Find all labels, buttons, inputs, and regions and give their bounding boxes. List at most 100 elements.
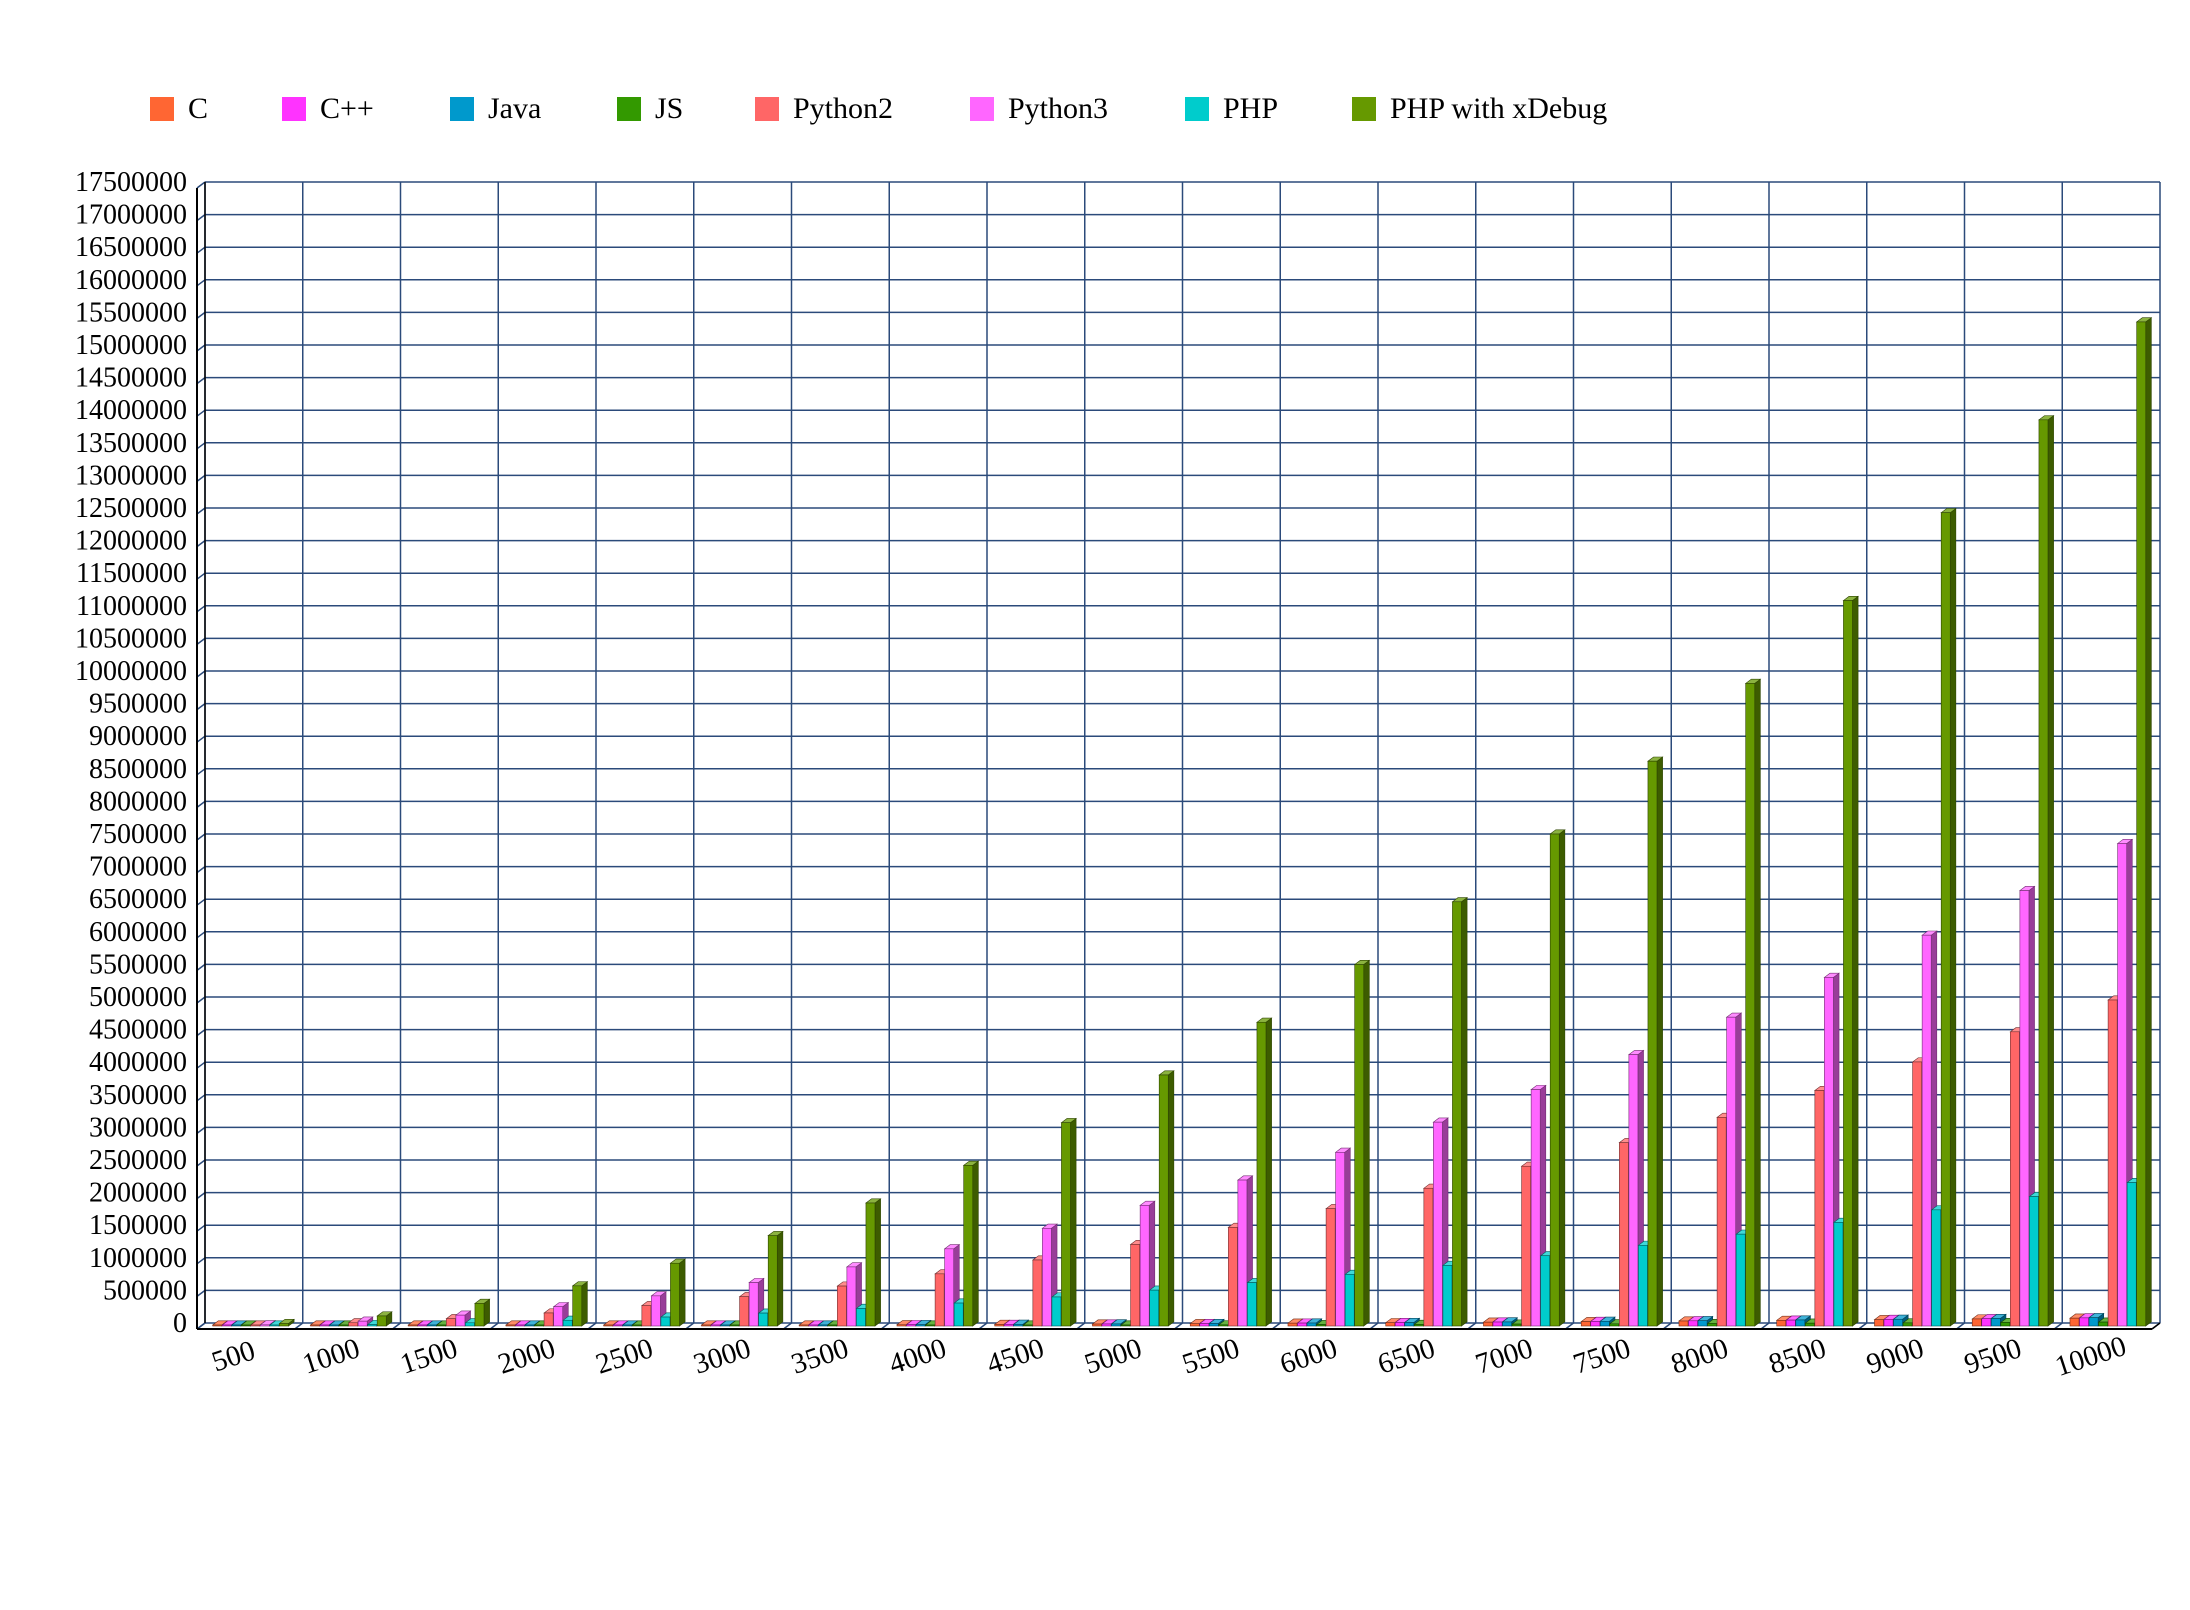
grid-line-depth bbox=[196, 735, 206, 743]
y-tick-label: 500000 bbox=[103, 1275, 187, 1306]
x-tick-label: 5000 bbox=[1081, 1332, 1146, 1380]
legend-swatch-js bbox=[617, 97, 641, 121]
bar bbox=[1158, 1070, 1175, 1327]
y-tick-label: 0 bbox=[173, 1308, 187, 1339]
legend-item-php-xdebug: PHP with xDebug bbox=[1352, 92, 1607, 126]
bar bbox=[1842, 595, 1859, 1327]
y-tick-label: 17000000 bbox=[75, 200, 187, 231]
y-tick-label: 16000000 bbox=[75, 265, 187, 296]
y-tick-label: 11000000 bbox=[76, 591, 187, 622]
legend-item-cpp: C++ bbox=[282, 92, 374, 126]
x-tick-label: 8500 bbox=[1765, 1332, 1830, 1380]
bar bbox=[1060, 1117, 1077, 1327]
y-tick-label: 2000000 bbox=[89, 1178, 187, 1209]
grid-line-depth bbox=[196, 442, 206, 450]
bar bbox=[1549, 829, 1566, 1327]
y-tick-label: 12000000 bbox=[75, 526, 187, 557]
legend-item-c: C bbox=[150, 92, 208, 126]
legend-item-php: PHP bbox=[1185, 92, 1278, 126]
y-tick-label: 17500000 bbox=[75, 167, 187, 198]
y-tick-label: 11500000 bbox=[76, 558, 187, 589]
legend-item-java: Java bbox=[450, 92, 541, 126]
y-tick-label: 3000000 bbox=[89, 1112, 187, 1143]
grid-line-depth bbox=[196, 963, 206, 972]
y-tick-label: 6000000 bbox=[89, 917, 187, 948]
legend-item-python2: Python2 bbox=[755, 92, 893, 126]
x-tick-label: 1000 bbox=[299, 1332, 364, 1380]
y-tick-label: 13000000 bbox=[75, 460, 187, 491]
grid-line-depth bbox=[196, 702, 206, 711]
x-tick-label: 1500 bbox=[396, 1332, 461, 1380]
grid-line-depth bbox=[196, 539, 206, 548]
grid-line-depth bbox=[196, 474, 206, 482]
bar bbox=[1647, 756, 1664, 1327]
y-tick-label: 8000000 bbox=[89, 786, 187, 817]
grid-line-depth bbox=[196, 1191, 206, 1200]
y-tick-label: 9500000 bbox=[89, 689, 187, 720]
y-tick-label: 13500000 bbox=[75, 428, 187, 459]
x-axis-ticks: 500 1000 1500 2000 2500 3000 3500 4000 4500 5000 5… bbox=[208, 1330, 2130, 1383]
grid bbox=[196, 181, 2161, 1330]
axes bbox=[196, 182, 2161, 1330]
y-tick-label: 1500000 bbox=[89, 1210, 187, 1241]
legend-label-js: JS bbox=[655, 92, 684, 125]
x-tick-label: 7000 bbox=[1472, 1332, 1537, 1380]
x-tick-label: 2000 bbox=[494, 1332, 559, 1380]
bar bbox=[2038, 415, 2055, 1327]
y-tick-label: 2500000 bbox=[89, 1145, 187, 1176]
legend-label-python3: Python3 bbox=[1008, 92, 1109, 125]
y-tick-label: 7500000 bbox=[89, 819, 187, 850]
x-tick-label: 500 bbox=[208, 1335, 259, 1379]
bar bbox=[1256, 1017, 1273, 1327]
bar bbox=[278, 1318, 295, 1327]
grid-line-depth bbox=[196, 1224, 206, 1232]
grid-line-depth bbox=[196, 800, 206, 809]
x-tick-label: 7500 bbox=[1569, 1332, 1634, 1380]
floor-edge-line bbox=[2151, 1322, 2161, 1330]
y-tick-label: 4500000 bbox=[89, 1015, 187, 1046]
bar bbox=[767, 1230, 784, 1327]
x-tick-label: 9500 bbox=[1960, 1332, 2025, 1380]
grid-line-depth bbox=[196, 311, 206, 319]
grid-line-depth bbox=[196, 1126, 206, 1135]
x-tick-label: 6500 bbox=[1374, 1332, 1439, 1380]
legend-swatch-cpp bbox=[282, 97, 306, 121]
legend-swatch-java bbox=[450, 97, 474, 121]
y-tick-label: 15000000 bbox=[75, 330, 187, 361]
y-tick-label: 9000000 bbox=[89, 721, 187, 752]
bar bbox=[474, 1298, 491, 1327]
bar bbox=[962, 1160, 980, 1327]
grid-line-depth bbox=[196, 214, 206, 222]
y-tick-label: 14500000 bbox=[75, 363, 187, 394]
x-tick-label: 10000 bbox=[2051, 1330, 2130, 1383]
y-tick-label: 4000000 bbox=[89, 1047, 187, 1078]
y-tick-label: 5500000 bbox=[89, 949, 187, 980]
grid-line-depth bbox=[196, 605, 206, 613]
legend-label-python2: Python2 bbox=[793, 92, 894, 125]
grid-line-depth bbox=[196, 996, 206, 1004]
y-tick-label: 6500000 bbox=[89, 884, 187, 915]
grid-line-depth bbox=[196, 670, 206, 678]
y-tick-label: 10000000 bbox=[75, 656, 187, 687]
y-tick-label: 15500000 bbox=[75, 297, 187, 328]
y-axis-ticks: 0500000100000015000002000000250000030000… bbox=[75, 167, 187, 1339]
grid-line-depth bbox=[196, 865, 206, 874]
grid-line-depth bbox=[196, 768, 206, 776]
legend-label-php-xdebug: PHP with xDebug bbox=[1390, 92, 1608, 125]
grid-line-depth bbox=[196, 344, 206, 352]
grid-line-depth bbox=[196, 1028, 206, 1037]
x-tick-label: 3500 bbox=[787, 1332, 852, 1380]
grid-line-depth bbox=[196, 1289, 206, 1298]
grid-line-depth bbox=[196, 572, 206, 580]
x-tick-label: 6000 bbox=[1276, 1332, 1341, 1380]
grid-line-depth bbox=[196, 279, 206, 287]
grid-line-depth bbox=[196, 1257, 206, 1265]
bar bbox=[1744, 678, 1762, 1327]
grid-line-depth bbox=[196, 246, 206, 254]
grid-line-depth bbox=[196, 833, 206, 841]
y-tick-label: 12500000 bbox=[75, 493, 187, 524]
legend-swatch-php-xdebug bbox=[1352, 97, 1376, 121]
grid-line-depth bbox=[196, 931, 206, 939]
legend-label-c: C bbox=[188, 92, 209, 125]
